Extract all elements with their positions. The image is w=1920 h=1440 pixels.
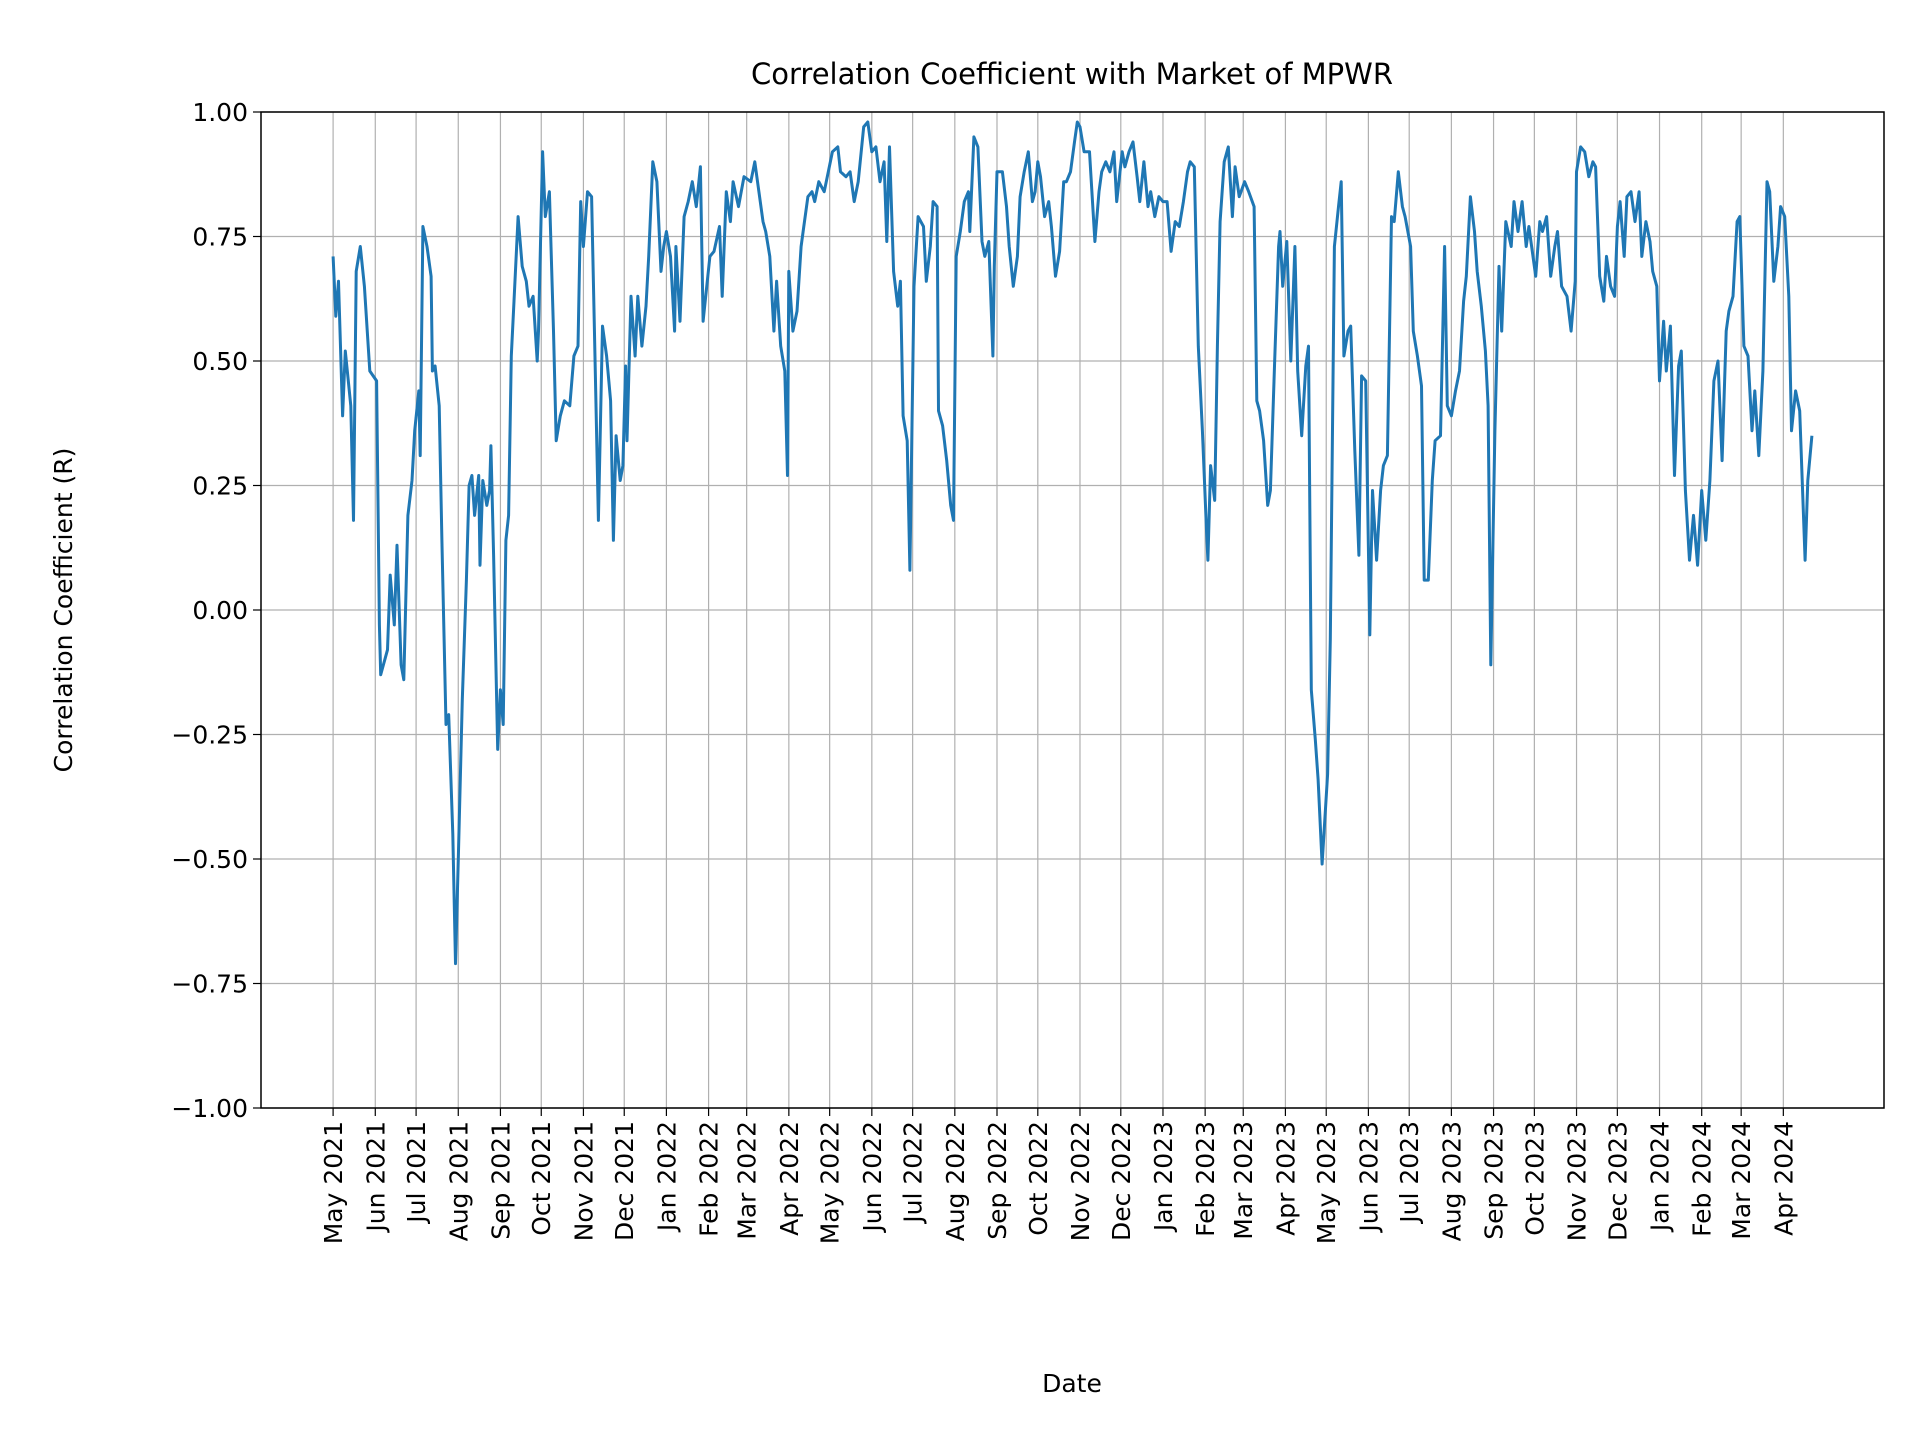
x-tick-label: Feb 2023 (1191, 1121, 1220, 1237)
y-tick-label: 1.00 (192, 98, 248, 127)
x-tick-label: Nov 2022 (1066, 1121, 1095, 1241)
y-tick-label: −1.00 (171, 1094, 248, 1123)
x-tick-label: Dec 2022 (1107, 1121, 1136, 1241)
x-axis: May 2021 Jun 2021 Jul 2021 Aug 2021 Sep 2021… (319, 1108, 1798, 1244)
x-tick-label: Mar 2023 (1229, 1121, 1258, 1240)
x-tick-label: Feb 2024 (1688, 1121, 1717, 1237)
x-tick-label: Nov 2023 (1563, 1121, 1592, 1241)
y-tick-label: 0.50 (192, 347, 248, 376)
x-axis-label: Date (1042, 1369, 1102, 1398)
x-tick-label: Apr 2023 (1271, 1121, 1300, 1236)
x-tick-label: Apr 2024 (1769, 1121, 1798, 1236)
x-tick-label: Sep 2022 (983, 1121, 1012, 1240)
x-tick-label: Jun 2023 (1354, 1121, 1383, 1234)
x-tick-label: Feb 2022 (695, 1121, 724, 1237)
x-tick-label: Jan 2024 (1646, 1121, 1675, 1233)
y-tick-label: −0.25 (171, 721, 248, 750)
x-tick-label: May 2023 (1312, 1121, 1341, 1244)
x-tick-label: Apr 2022 (775, 1121, 804, 1236)
chart-title: Correlation Coefficient with Market of M… (751, 57, 1393, 91)
y-tick-label: 0.25 (192, 472, 248, 501)
x-tick-label: Oct 2023 (1520, 1121, 1549, 1236)
x-tick-label: Nov 2021 (569, 1121, 598, 1241)
y-tick-label: −0.50 (171, 845, 248, 874)
y-tick-label: −0.75 (171, 970, 248, 999)
x-tick-label: Aug 2022 (941, 1121, 970, 1241)
correlation-line (331, 120, 1814, 966)
y-tick-label: 0.00 (192, 596, 248, 625)
x-tick-label: Jan 2023 (1149, 1121, 1178, 1233)
x-tick-label: May 2021 (319, 1121, 348, 1244)
x-tick-label: Jul 2022 (899, 1121, 928, 1225)
x-tick-label: Aug 2021 (444, 1121, 473, 1241)
y-axis: −1.00 −0.75 −0.50 −0.25 0.00 0.25 0.50 0.75 1.00 (171, 98, 261, 1123)
x-tick-label: Mar 2022 (733, 1121, 762, 1240)
series (331, 120, 1814, 966)
x-tick-label: Oct 2022 (1024, 1121, 1053, 1236)
x-tick-label: Jul 2021 (402, 1121, 431, 1225)
y-tick-label: 0.75 (192, 223, 248, 252)
x-tick-label: Jun 2021 (361, 1121, 390, 1234)
x-tick-label: May 2022 (816, 1121, 845, 1244)
x-tick-label: Mar 2024 (1727, 1121, 1756, 1240)
x-tick-label: Jun 2022 (858, 1121, 887, 1234)
x-tick-label: Aug 2023 (1437, 1121, 1466, 1241)
x-tick-label: Dec 2021 (610, 1121, 639, 1241)
x-tick-label: Sep 2023 (1480, 1121, 1509, 1240)
x-tick-label: Sep 2021 (486, 1121, 515, 1240)
x-tick-label: Oct 2021 (527, 1121, 556, 1236)
x-tick-label: Dec 2023 (1603, 1121, 1632, 1241)
x-tick-label: Jul 2023 (1395, 1121, 1424, 1225)
y-axis-label: Correlation Coefficient (R) (49, 448, 78, 773)
x-tick-label: Jan 2022 (652, 1121, 681, 1233)
